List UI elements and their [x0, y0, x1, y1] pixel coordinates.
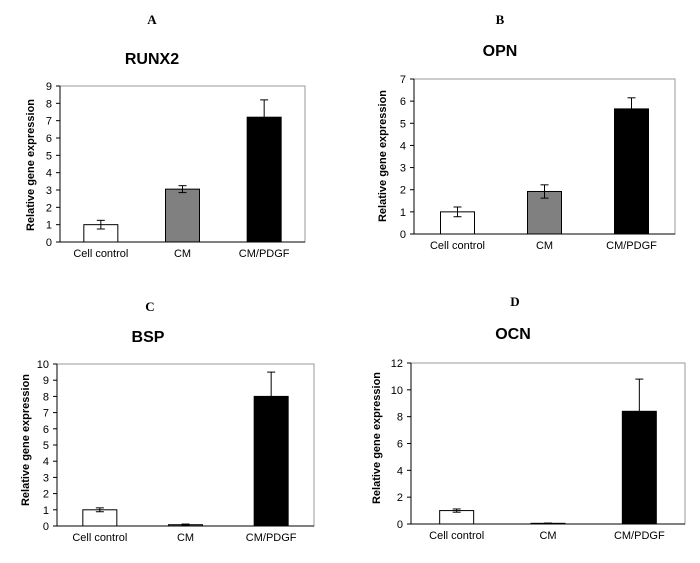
- panel-letter-d: D: [510, 294, 519, 309]
- x-tick-label: CM: [536, 240, 553, 252]
- y-tick-label: 8: [43, 391, 49, 403]
- y-tick-label: 6: [43, 424, 49, 436]
- y-tick-label: 4: [397, 465, 403, 477]
- y-axis-label: Relative gene expression: [25, 99, 37, 231]
- y-tick-label: 0: [43, 521, 49, 533]
- y-tick-label: 6: [400, 96, 406, 108]
- x-tick-label: CM: [177, 532, 194, 544]
- y-tick-label: 3: [46, 185, 52, 197]
- panel-a: A RUNX2 Relative gene expression 0 1 2 3 4 5 6…: [25, 12, 306, 260]
- y-tick-label: 1: [43, 505, 49, 517]
- y-tick-label: 2: [400, 185, 406, 197]
- y-tick-label: 2: [46, 202, 52, 214]
- y-tick-label: 3: [43, 472, 49, 484]
- y-tick-label: 5: [400, 118, 406, 130]
- y-tick-label: 10: [37, 359, 49, 371]
- y-tick-label: 0: [397, 519, 403, 531]
- y-tick-label: 4: [46, 168, 52, 180]
- y-tick-label: 1: [400, 207, 406, 219]
- x-tick-label: CM/PDGF: [246, 532, 297, 544]
- panel-d: D OCN Relative gene expression 0 2 4 6 8 10 12…: [371, 294, 686, 542]
- y-tick-label: 9: [43, 375, 49, 387]
- bar: [165, 188, 200, 243]
- y-tick-label: 3: [400, 163, 406, 175]
- x-tick-label: CM: [539, 530, 556, 542]
- bar: [614, 108, 649, 235]
- y-tick-label: 6: [397, 439, 403, 451]
- y-tick-label: 4: [43, 456, 49, 468]
- y-tick-label: 0: [46, 237, 52, 249]
- x-tick-label: CM/PDGF: [239, 248, 290, 260]
- x-tick-label: Cell control: [429, 530, 484, 542]
- panel-c: C BSP Relative gene expression 0 1 2 3 4 5 6 7 8…: [20, 299, 315, 544]
- x-tick-label: Cell control: [73, 248, 128, 260]
- y-tick-label: 5: [46, 150, 52, 162]
- panel-letter-a: A: [147, 12, 157, 27]
- y-tick-label: 7: [46, 116, 52, 128]
- bar: [246, 116, 282, 243]
- y-tick-label: 2: [43, 489, 49, 501]
- y-axis-label: Relative gene expression: [377, 90, 389, 222]
- y-tick-label: 8: [397, 412, 403, 424]
- chart-title-bsp: BSP: [132, 329, 165, 346]
- panel-letter-c: C: [145, 299, 154, 314]
- y-tick-label: 1: [46, 220, 52, 232]
- x-tick-label: CM/PDGF: [614, 530, 665, 542]
- y-tick-label: 12: [391, 358, 403, 370]
- panel-b: B OPN Relative gene expression 0 1 2 3 4 5 6 7 C…: [377, 12, 676, 252]
- y-tick-label: 5: [43, 440, 49, 452]
- chart-title-ocn: OCN: [495, 326, 531, 343]
- x-tick-label: Cell control: [430, 240, 485, 252]
- chart-title-opn: OPN: [483, 43, 518, 60]
- panel-letter-b: B: [496, 12, 505, 27]
- y-tick-label: 4: [400, 140, 406, 152]
- y-tick-label: 2: [397, 492, 403, 504]
- y-tick-label: 7: [400, 74, 406, 86]
- y-tick-label: 0: [400, 229, 406, 241]
- y-tick-label: 9: [46, 81, 52, 93]
- y-tick-label: 10: [391, 385, 403, 397]
- y-axis-label: Relative gene expression: [371, 372, 383, 504]
- chart-title-runx2: RUNX2: [125, 51, 179, 68]
- y-tick-label: 8: [46, 98, 52, 110]
- y-tick-label: 7: [43, 408, 49, 420]
- x-tick-label: Cell control: [72, 532, 127, 544]
- x-tick-label: CM: [174, 248, 191, 260]
- x-tick-label: CM/PDGF: [606, 240, 657, 252]
- y-tick-label: 6: [46, 133, 52, 145]
- y-axis-label: Relative gene expression: [20, 374, 32, 506]
